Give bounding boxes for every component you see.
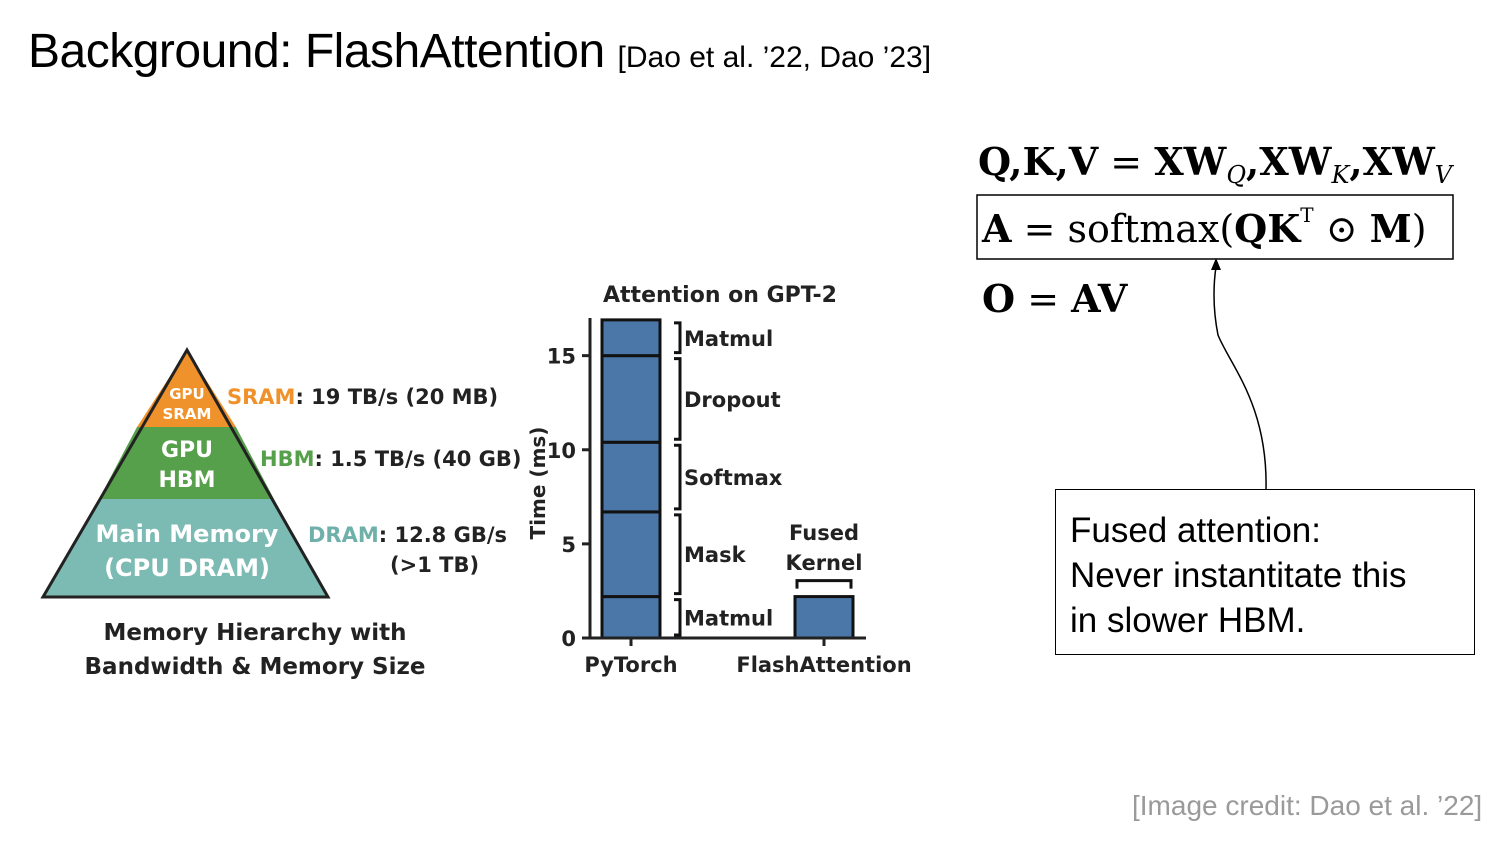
hbm-spec-text: : 1.5 TB/s (40 GB)	[314, 447, 520, 471]
eq3-rhs: AV	[1070, 276, 1129, 321]
y-axis-label: Time (ms)	[526, 427, 550, 540]
equation-o: O = AV	[982, 276, 1129, 321]
eq2-m: M	[1370, 206, 1412, 251]
bar-1-segment-0	[793, 595, 855, 640]
fused-kernel-label-2: Kernel	[786, 551, 863, 575]
slide-title: Background: FlashAttention [Dao et al. ’…	[28, 22, 931, 88]
eq2-arg: QK	[1234, 206, 1302, 251]
segment-label-0: Matmul	[684, 606, 773, 630]
eq3-lhs: O	[982, 276, 1015, 321]
segment-label-4: Matmul	[684, 327, 773, 351]
fused-kernel-label-1: Fused	[789, 521, 859, 545]
bar-0-segment-0	[600, 595, 662, 640]
y-tick-label-15: 15	[547, 345, 576, 369]
segment-label-2: Softmax	[684, 466, 783, 490]
callout-line-1: Fused attention:	[1070, 511, 1321, 550]
arrow-head	[1211, 258, 1221, 270]
pyramid-hbm-name-2: HBM	[158, 468, 215, 493]
callout-arrow	[1211, 258, 1267, 491]
eq2-sup: T	[1300, 203, 1314, 227]
equation-qkv: Q,K,V = XWQ,XWK,XWV	[978, 139, 1455, 189]
segment-bracket-4	[674, 321, 682, 355]
eq1-r2: ,XW	[1246, 139, 1333, 184]
equation-a-box	[976, 194, 1454, 260]
eq3-eq: =	[1015, 277, 1071, 321]
title-text: Background: FlashAttention	[28, 25, 605, 78]
equation-a: A = softmax(QKT ⊙ M)	[981, 203, 1427, 251]
eq2-eq: =	[1011, 207, 1067, 251]
dram-spec: DRAM: 12.8 GB/s	[308, 523, 507, 547]
callout-line-2: Never instantitate this	[1070, 556, 1407, 595]
x-label-flashattention: FlashAttention	[736, 653, 911, 677]
dram-label: DRAM	[308, 523, 379, 547]
callout-box: Fused attention: Never instantitate this…	[1055, 489, 1475, 655]
pyramid-sram-layer	[137, 350, 236, 427]
segment-bracket-3	[674, 357, 682, 441]
eq1-eq: =	[1098, 140, 1154, 184]
chart-title: Attention on GPT-2	[603, 283, 837, 308]
arrow-path	[1213, 266, 1267, 491]
bar-0-segment-4	[600, 318, 662, 358]
y-tick-label-10: 10	[547, 439, 576, 463]
fused-kernel-bracket	[795, 579, 853, 589]
pyramid-hbm-name-1: GPU	[161, 438, 213, 463]
title-citation: [Dao et al. ’22, Dao ’23]	[617, 41, 932, 74]
eq2-fn: softmax(	[1067, 207, 1234, 251]
sram-spec-text: : 19 TB/s (20 MB)	[295, 385, 498, 409]
x-label-pytorch: PyTorch	[584, 653, 677, 677]
eq1-s2: K	[1330, 161, 1351, 189]
pyramid-dram-layer	[43, 499, 328, 597]
pyramid-caption-1: Memory Hierarchy with	[103, 620, 406, 646]
equations: Q,K,V = XWQ,XWK,XWV A = softmax(QKT ⊙ M)…	[976, 139, 1455, 321]
bar-0-segment-2	[600, 440, 662, 514]
eq2-lhs: A	[981, 206, 1012, 251]
pyramid-hbm-layer	[99, 427, 274, 499]
pyramid-outline	[40, 346, 331, 599]
segment-bracket-0	[674, 598, 682, 637]
segment-bracket-1	[674, 513, 682, 596]
eq1-lhs: Q,K,V	[978, 139, 1100, 184]
eq1-r3: ,XW	[1349, 139, 1436, 184]
dram-spec-text: : 12.8 GB/s	[379, 523, 507, 547]
hbm-label: HBM	[260, 447, 314, 471]
pyramid-dram-name-2: (CPU DRAM)	[104, 554, 270, 582]
eq1-s1: Q	[1226, 161, 1246, 189]
pyramid-sram-name-1: GPU	[169, 385, 205, 403]
memory-pyramid: GPU SRAM GPU HBM Main Memory (CPU DRAM) …	[40, 346, 520, 680]
eq2-op: ⊙	[1314, 207, 1370, 251]
image-credit: [Image credit: Dao et al. ’22]	[1132, 790, 1483, 821]
y-tick-label-5: 5	[561, 533, 576, 557]
eq1-r1: XW	[1154, 139, 1227, 184]
sram-spec: SRAM: 19 TB/s (20 MB)	[227, 385, 498, 409]
pyramid-sram-name-2: SRAM	[163, 405, 212, 423]
segment-bracket-2	[674, 443, 682, 511]
bar-0-segment-3	[600, 354, 662, 444]
sram-label: SRAM	[227, 385, 295, 409]
dram-spec-2: (>1 TB)	[390, 553, 479, 577]
pyramid-dram-name-1: Main Memory	[96, 520, 279, 548]
segment-label-1: Mask	[684, 543, 747, 567]
segment-label-3: Dropout	[684, 388, 781, 412]
eq1-s3: V	[1435, 161, 1455, 189]
pyramid-caption-2: Bandwidth & Memory Size	[85, 654, 426, 680]
hbm-spec: HBM: 1.5 TB/s (40 GB)	[260, 447, 520, 471]
callout-line-3: in slower HBM.	[1070, 601, 1306, 640]
y-tick-label-0: 0	[561, 627, 576, 651]
attention-bar-chart: Attention on GPT-2 Time (ms) 0 5 10 15 Matmu…	[526, 283, 912, 677]
bar-0-segment-1	[600, 510, 662, 599]
eq2-close: )	[1412, 207, 1427, 251]
